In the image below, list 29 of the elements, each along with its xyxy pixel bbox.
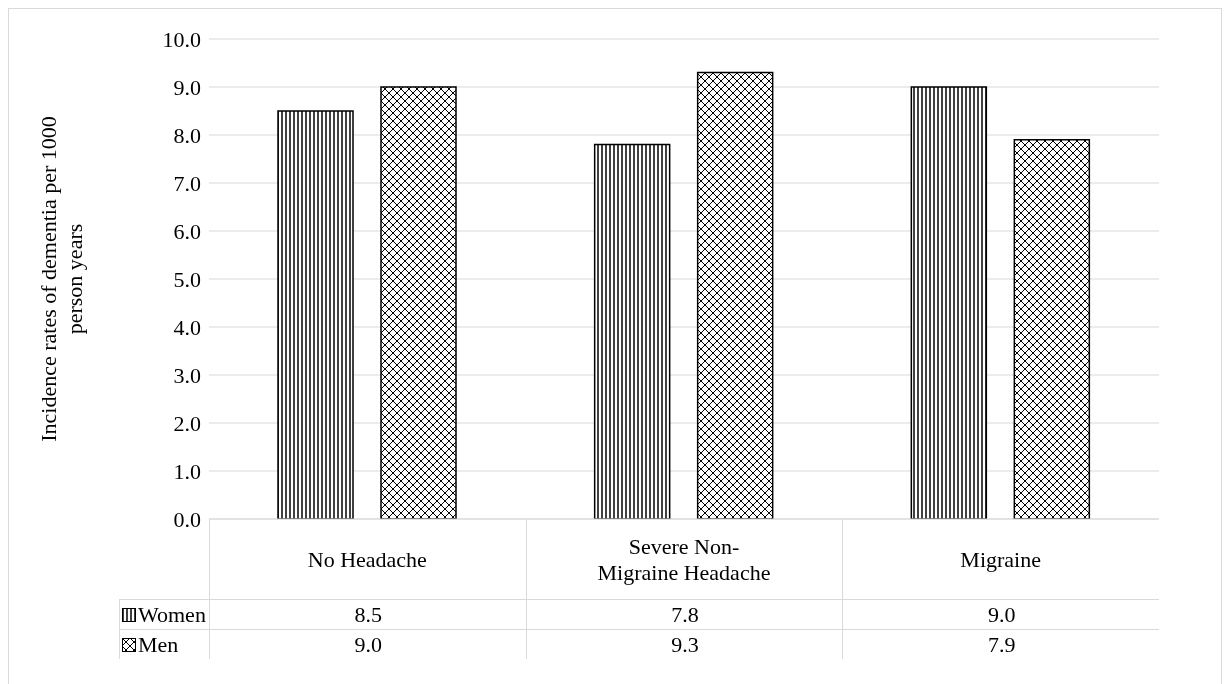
data-label: 7.9	[986, 631, 1017, 659]
bar	[380, 86, 457, 519]
y-tick-label: 2.0	[173, 410, 201, 436]
y-tick-label: 6.0	[173, 218, 201, 244]
y-tick-label: 1.0	[173, 458, 201, 484]
y-tick-label: 10.0	[162, 26, 201, 52]
data-label: 8.5	[353, 601, 384, 629]
y-tick-label: 3.0	[173, 362, 201, 388]
bar	[277, 110, 354, 519]
y-tick-label: 5.0	[173, 266, 201, 292]
y-tick-label: 4.0	[173, 314, 201, 340]
y-tick-label: 7.0	[173, 170, 201, 196]
data-label: 7.8	[670, 601, 700, 629]
data-label: 9.0	[986, 601, 1017, 629]
data-label: 9.0	[353, 631, 384, 659]
x-tick-label: No Headache	[307, 547, 427, 572]
bar	[593, 143, 671, 519]
legend-label: Women	[138, 602, 206, 628]
y-tick-label: 9.0	[173, 74, 201, 100]
bar	[1013, 139, 1091, 519]
y-tick-label: 8.0	[173, 122, 201, 148]
bar	[910, 86, 988, 519]
legend-label: Men	[138, 632, 179, 658]
bar	[696, 71, 774, 519]
x-tick-label: Severe Non-Migraine Headache	[597, 534, 771, 585]
x-tick-label: Migraine	[960, 547, 1041, 572]
y-axis-title: Incidence rates of dementia per 1000 person years	[36, 116, 87, 442]
data-label: 9.3	[670, 631, 700, 659]
y-tick-label: 0.0	[173, 506, 201, 532]
